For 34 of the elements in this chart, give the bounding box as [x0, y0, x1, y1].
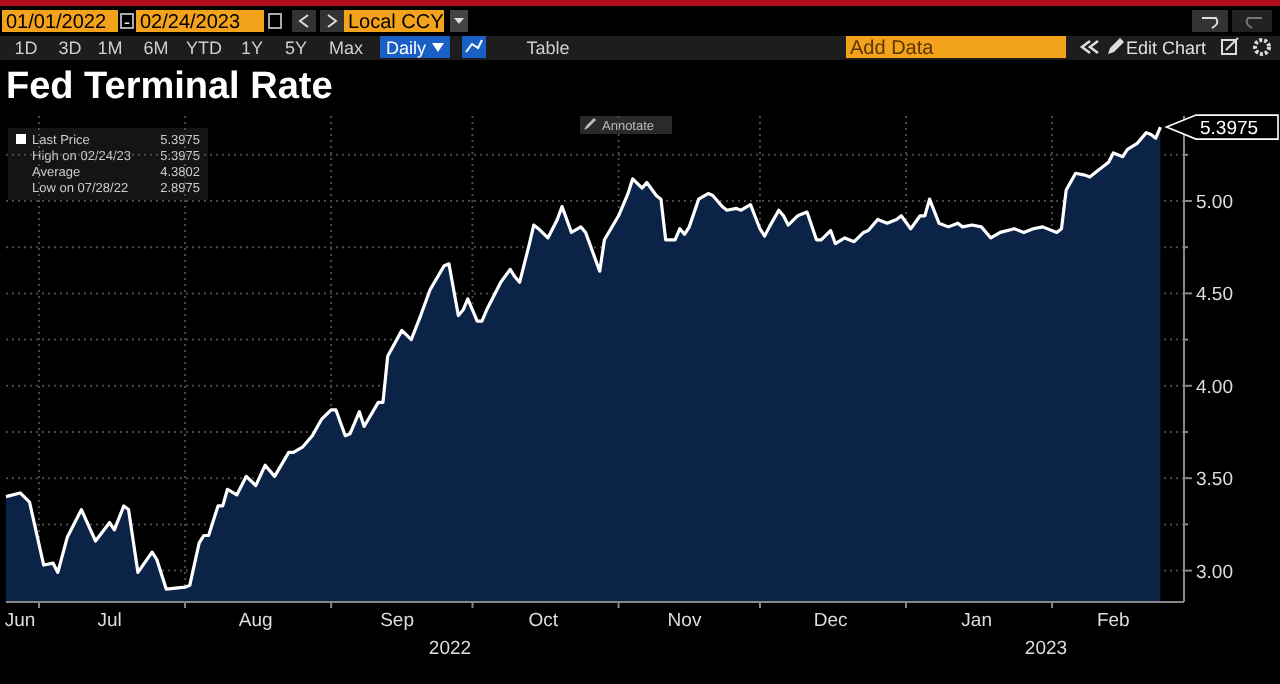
x-tick-label: Nov — [667, 610, 702, 632]
x-tick-label: Dec — [813, 610, 848, 632]
annotation: 5.3975 — [1200, 118, 1259, 141]
text: Max — [328, 38, 364, 58]
x-tick-label: Aug — [238, 610, 273, 632]
x-tick-label: Oct — [528, 610, 559, 632]
text: 01/01/2022 — [6, 12, 107, 34]
text: - — [124, 12, 130, 32]
y-tick-label: 3.00 — [1196, 561, 1233, 584]
text: 1Y — [240, 38, 264, 58]
x-tick-label: Jan — [961, 610, 992, 632]
text: 2022 — [428, 638, 472, 660]
text: 5Y — [284, 38, 308, 58]
x-tick-label: Feb — [1096, 610, 1130, 632]
x-tick-label: Jun — [4, 610, 36, 632]
text: Local CCY — [348, 12, 445, 34]
x-tick-label: Sep — [380, 610, 414, 632]
text: 3D — [58, 38, 83, 58]
text: YTD — [186, 38, 223, 58]
text: 02/24/2023 — [140, 12, 241, 34]
text: Edit Chart — [1126, 38, 1208, 58]
text: Add Data — [850, 38, 935, 60]
y-tick-label: 5.00 — [1196, 192, 1233, 214]
text: Daily — [386, 38, 428, 58]
text: 6M — [143, 38, 169, 58]
x-tick-label: Jul — [97, 610, 122, 632]
text: 2023 — [1024, 638, 1068, 660]
text: 1D — [14, 38, 39, 58]
y-tick-label: 4.00 — [1196, 376, 1233, 399]
chart-title: Fed Terminal Rate — [6, 66, 333, 108]
text: Table — [526, 38, 570, 58]
text: 1M — [97, 38, 123, 58]
y-tick-label: 4.50 — [1196, 284, 1233, 307]
y-tick-label: 3.50 — [1196, 469, 1233, 492]
